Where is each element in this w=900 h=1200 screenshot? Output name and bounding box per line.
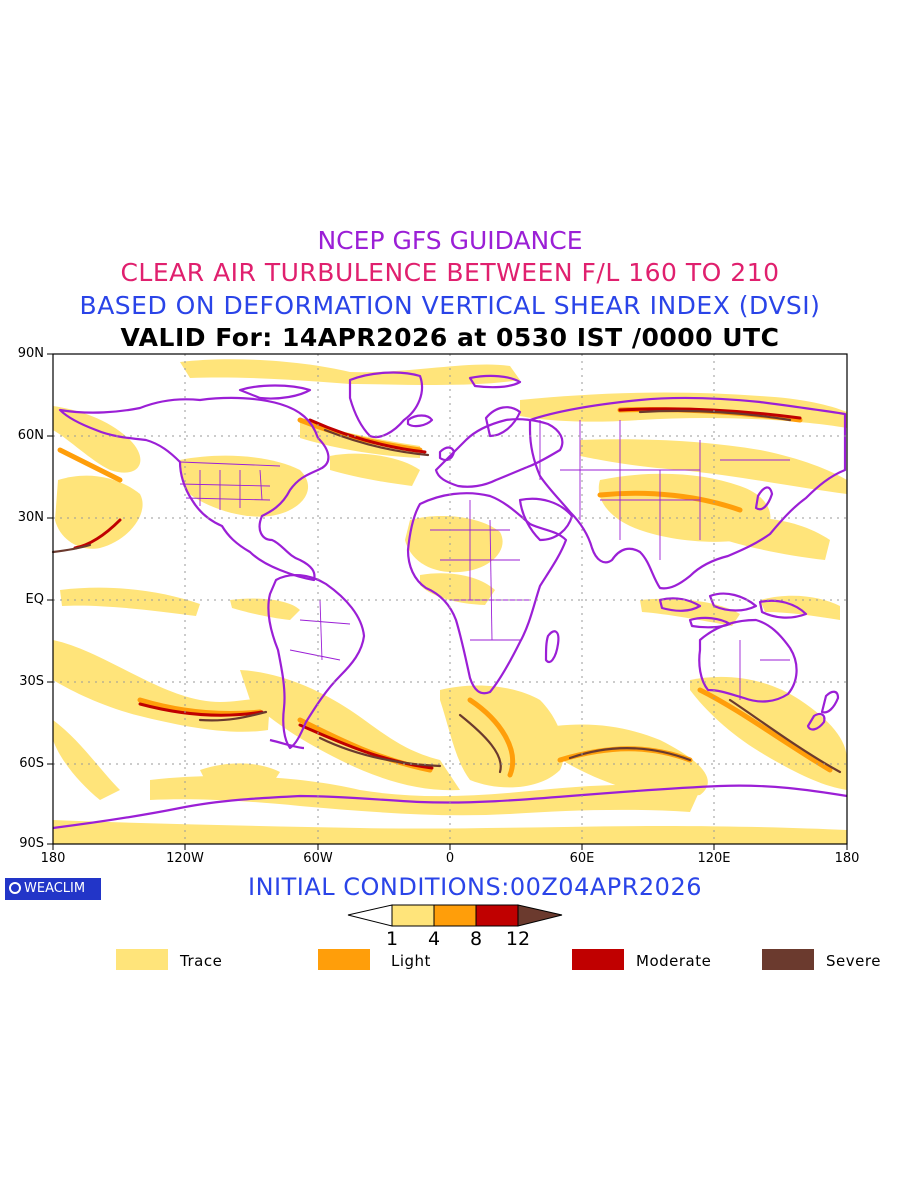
lon-label-60e: 60E	[569, 851, 595, 866]
title-model: NCEP GFS GUIDANCE	[317, 226, 583, 255]
initial-conditions: INITIAL CONDITIONS:00Z04APR2026	[248, 873, 702, 901]
turbulence-trace-areas	[53, 359, 847, 844]
colorbar-severe	[517, 904, 563, 927]
graticule	[53, 354, 847, 844]
axis-ticks	[47, 353, 848, 850]
colorbar-tick-1: 1	[385, 928, 399, 950]
title-product: CLEAR AIR TURBULENCE BETWEEN F/L 160 TO …	[120, 258, 780, 287]
legend-swatch-severe	[762, 949, 814, 970]
lon-label-180w: 180	[40, 851, 66, 866]
weaclim-logo: WEACLIM	[5, 878, 101, 900]
lon-label-180e: 180	[834, 851, 860, 866]
colorbar-tick-12: 12	[505, 928, 531, 950]
turbulence-map	[47, 353, 848, 850]
lon-label-60w: 60W	[303, 851, 333, 866]
legend-label-moderate: Moderate	[636, 952, 712, 970]
title-method: BASED ON DEFORMATION VERTICAL SHEAR INDE…	[79, 291, 821, 320]
colorbar	[347, 904, 563, 927]
legend-label-light: Light	[391, 952, 431, 970]
lat-label-eq: EQ	[25, 592, 44, 607]
colorbar-moderate	[475, 904, 519, 927]
lat-label-60s: 60S	[19, 756, 44, 771]
colorbar-light	[433, 904, 477, 927]
lon-label-120w: 120W	[166, 851, 204, 866]
turbulence-severe-cores	[51, 409, 842, 774]
copyright-icon	[9, 881, 21, 894]
lon-label-120e: 120E	[697, 851, 731, 866]
legend-label-trace: Trace	[180, 952, 223, 970]
colorbar-below-1	[347, 904, 393, 927]
lat-label-60n: 60N	[17, 428, 44, 443]
lat-label-30n: 30N	[17, 510, 44, 525]
legend-swatch-trace	[116, 949, 168, 970]
colorbar-tick-4: 4	[427, 928, 441, 950]
colorbar-tick-8: 8	[469, 928, 483, 950]
logo-text: WEACLIM	[24, 881, 86, 896]
lat-label-30s: 30S	[19, 674, 44, 689]
title-valid-time: VALID For: 14APR2026 at 0530 IST /0000 U…	[120, 323, 780, 352]
lat-label-90n: 90N	[17, 346, 44, 361]
coastlines	[52, 371, 848, 830]
colorbar-trace	[391, 904, 435, 927]
legend-label-severe: Severe	[826, 952, 881, 970]
lat-label-90s: 90S	[19, 836, 44, 851]
legend-swatch-moderate	[572, 949, 624, 970]
lon-label-0: 0	[445, 851, 455, 866]
legend-swatch-light	[318, 949, 370, 970]
